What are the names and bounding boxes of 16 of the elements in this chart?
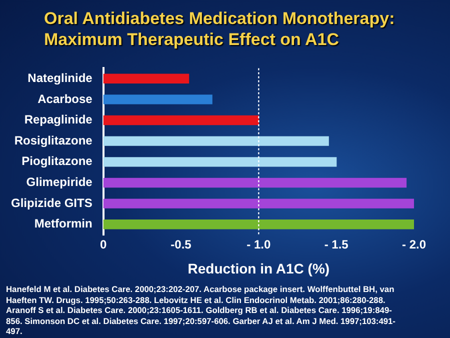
y-tick-label: Acarbose [38,92,93,106]
y-tick-label: Repaglinide [24,112,93,127]
x-tick-label: 0 [100,237,107,252]
x-tick-label: - 1.0 [246,237,271,252]
y-tick-label: Glipizide GITS [10,196,92,210]
x-tick-label: -0.5 [170,237,192,252]
y-tick-label: Glimepiride [26,175,93,190]
x-tick-label: - 1.5 [324,237,349,252]
text: Hanefeld M et al. Diabetes Care. 2000;23:202-207. Acarbose package insert. Wolffenbuttel BH, van Haeften TW. Drugs. 1995;50:263-288. Lebovitz HE et al. Clin Endocrinol Metab. 2001;86:280-288. Aranoff S et al. Diabetes Care. 2000;23:1605-1611. Goldberg RB et al. Diabetes Care. 1996;19:849-856. Simonson DC et al. Diabetes Care. 1997;20:597-606. Garber AJ et al. Am J Med. 1997;103:491-497. [6,284,396,337]
y-tick-label: Metformin [34,216,92,231]
x-tick-label: - 2.0 [402,237,426,252]
y-tick-label: Rosiglitazone [14,133,93,148]
y-tick-label: Pioglitazone [22,154,93,168]
y-tick-label: Nateglinide [28,70,93,85]
chart-title: Oral Antidiabetes Medication Monotherapy: Maximum Therapeutic Effect on A1C [44,8,396,50]
x-axis-title: Reduction in A1C (%) [188,260,330,276]
